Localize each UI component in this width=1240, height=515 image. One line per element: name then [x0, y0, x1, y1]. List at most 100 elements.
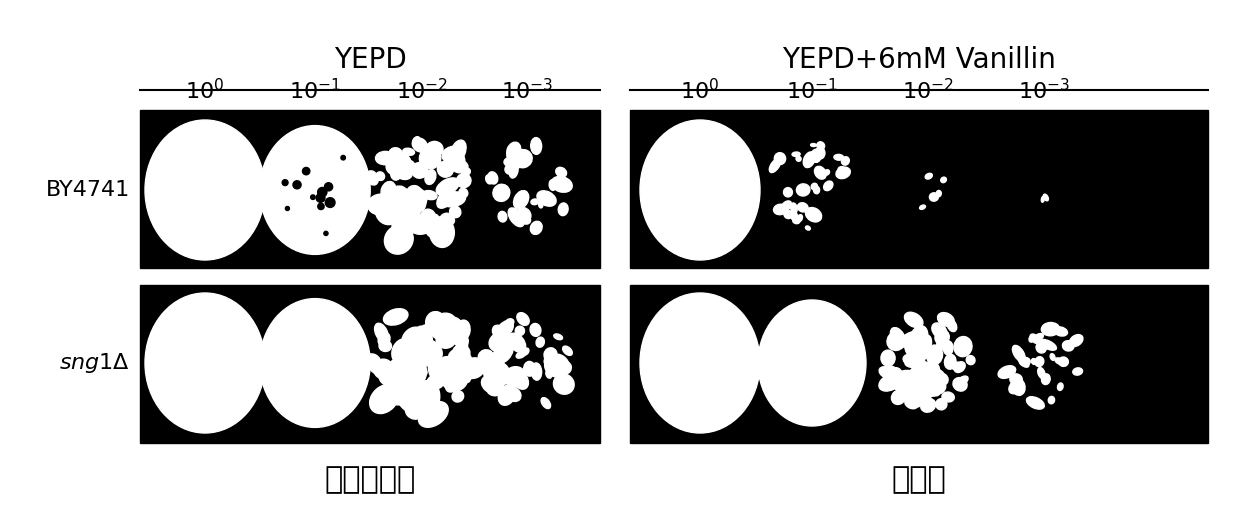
Ellipse shape — [403, 148, 414, 156]
Ellipse shape — [1058, 383, 1063, 390]
Ellipse shape — [791, 203, 797, 213]
Ellipse shape — [1042, 374, 1050, 385]
Ellipse shape — [487, 172, 497, 184]
Ellipse shape — [784, 210, 792, 218]
Ellipse shape — [434, 365, 453, 385]
Ellipse shape — [936, 373, 949, 385]
Ellipse shape — [563, 346, 573, 355]
Ellipse shape — [1012, 346, 1025, 362]
Ellipse shape — [1054, 327, 1068, 336]
Ellipse shape — [937, 313, 955, 327]
Ellipse shape — [415, 324, 435, 339]
Ellipse shape — [558, 203, 568, 216]
Ellipse shape — [451, 161, 467, 173]
Ellipse shape — [311, 195, 315, 199]
Ellipse shape — [397, 188, 410, 201]
Ellipse shape — [931, 323, 947, 338]
Text: $10^{0}$: $10^{0}$ — [185, 78, 224, 103]
Ellipse shape — [413, 136, 420, 144]
Ellipse shape — [503, 158, 513, 166]
Ellipse shape — [842, 157, 849, 165]
Ellipse shape — [1042, 196, 1044, 202]
Ellipse shape — [879, 367, 895, 379]
Ellipse shape — [813, 186, 820, 194]
Ellipse shape — [389, 186, 408, 204]
Ellipse shape — [811, 144, 816, 147]
Ellipse shape — [887, 332, 905, 351]
Ellipse shape — [325, 183, 332, 191]
Ellipse shape — [529, 323, 541, 336]
Ellipse shape — [1043, 194, 1048, 201]
Ellipse shape — [428, 360, 446, 385]
Ellipse shape — [430, 313, 456, 339]
Ellipse shape — [420, 209, 436, 229]
Ellipse shape — [536, 337, 544, 347]
Ellipse shape — [516, 351, 526, 358]
Ellipse shape — [879, 373, 901, 391]
Ellipse shape — [425, 404, 436, 417]
Ellipse shape — [374, 323, 388, 342]
Text: $10^{-1}$: $10^{-1}$ — [289, 78, 341, 103]
Ellipse shape — [554, 334, 563, 340]
Ellipse shape — [520, 215, 531, 224]
Ellipse shape — [911, 350, 929, 364]
Ellipse shape — [260, 299, 371, 427]
Ellipse shape — [926, 345, 942, 365]
Ellipse shape — [531, 363, 542, 380]
Ellipse shape — [392, 363, 412, 380]
Ellipse shape — [392, 214, 417, 234]
Text: $10^{-1}$: $10^{-1}$ — [786, 78, 838, 103]
Ellipse shape — [394, 360, 414, 376]
Text: $10^{-2}$: $10^{-2}$ — [396, 78, 448, 103]
Ellipse shape — [957, 376, 968, 385]
Ellipse shape — [415, 326, 423, 337]
Ellipse shape — [911, 369, 923, 383]
Ellipse shape — [1029, 336, 1034, 342]
Ellipse shape — [838, 167, 847, 176]
Ellipse shape — [381, 181, 396, 200]
Ellipse shape — [443, 146, 464, 163]
Ellipse shape — [905, 390, 915, 401]
Ellipse shape — [784, 187, 792, 197]
Bar — [630, 285, 1208, 443]
Ellipse shape — [640, 120, 760, 260]
Ellipse shape — [936, 191, 941, 197]
Ellipse shape — [952, 362, 961, 370]
Ellipse shape — [905, 360, 916, 367]
Text: $10^{-3}$: $10^{-3}$ — [1018, 78, 1070, 103]
Ellipse shape — [505, 367, 526, 387]
Ellipse shape — [484, 362, 510, 387]
Ellipse shape — [412, 138, 428, 152]
Ellipse shape — [769, 159, 781, 173]
Bar — [140, 285, 600, 443]
Ellipse shape — [908, 326, 928, 354]
Ellipse shape — [916, 395, 921, 407]
Ellipse shape — [549, 180, 556, 191]
Ellipse shape — [537, 191, 556, 206]
Ellipse shape — [523, 348, 529, 355]
Text: YEPD+6mM Vanillin: YEPD+6mM Vanillin — [782, 46, 1056, 74]
Ellipse shape — [389, 187, 402, 197]
Ellipse shape — [518, 154, 527, 163]
Ellipse shape — [531, 221, 542, 234]
Ellipse shape — [904, 312, 923, 328]
Ellipse shape — [368, 362, 381, 374]
Ellipse shape — [1055, 358, 1063, 364]
Ellipse shape — [379, 366, 401, 386]
Ellipse shape — [481, 376, 498, 393]
Ellipse shape — [363, 354, 381, 369]
Ellipse shape — [420, 156, 439, 168]
Ellipse shape — [429, 360, 438, 370]
Ellipse shape — [758, 300, 866, 426]
Ellipse shape — [823, 170, 830, 175]
Ellipse shape — [936, 399, 947, 410]
Ellipse shape — [418, 402, 448, 427]
Bar — [140, 110, 600, 268]
Ellipse shape — [880, 350, 895, 366]
Ellipse shape — [790, 211, 797, 220]
Ellipse shape — [817, 142, 825, 149]
Ellipse shape — [438, 161, 454, 177]
Ellipse shape — [453, 345, 470, 362]
Ellipse shape — [928, 370, 942, 384]
Ellipse shape — [425, 143, 440, 155]
